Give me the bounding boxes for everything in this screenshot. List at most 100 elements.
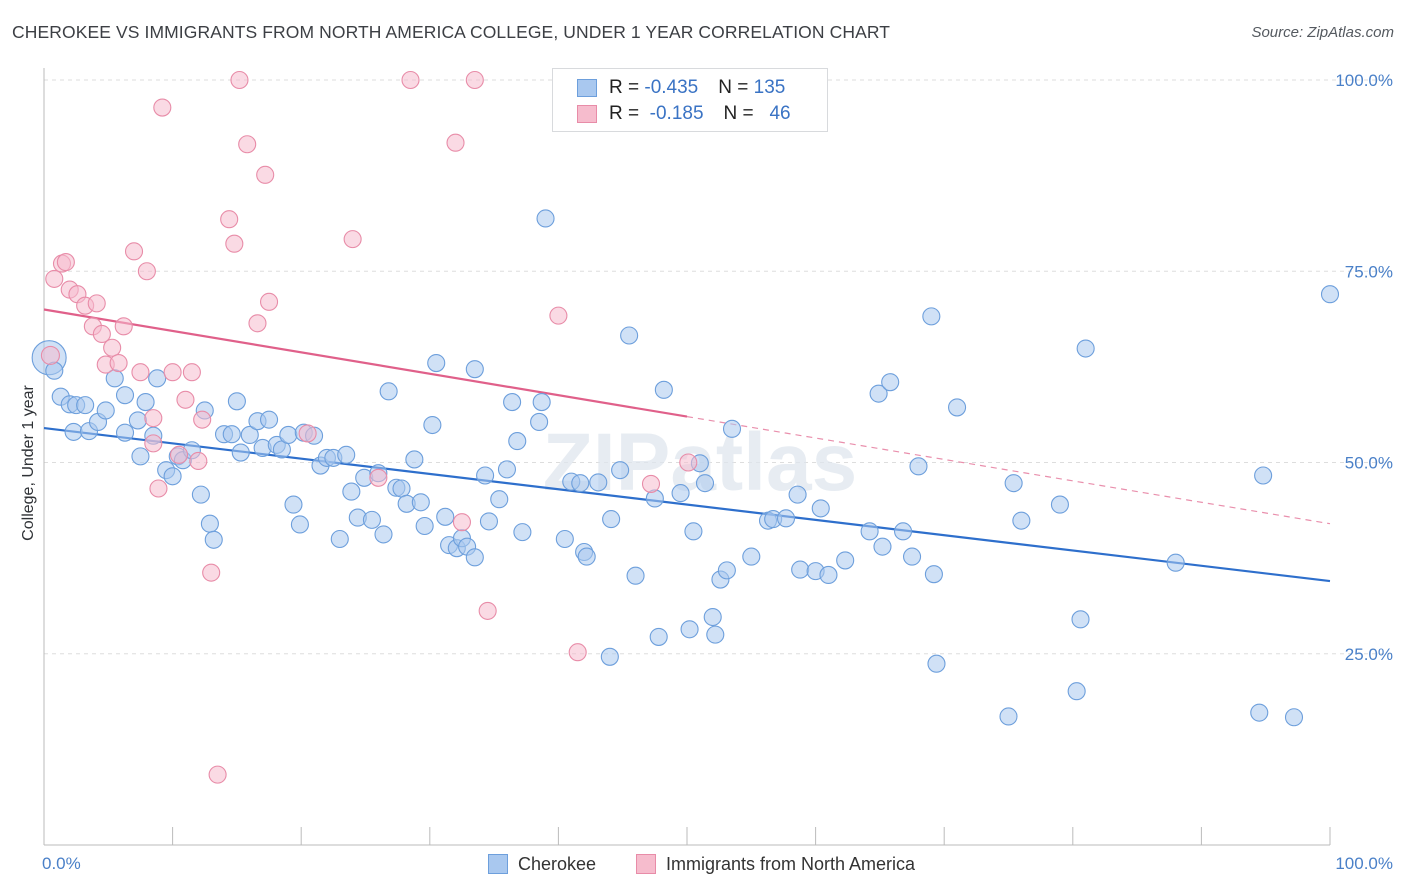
- data-point-blue: [497, 460, 517, 479]
- data-point-pink: [549, 306, 568, 325]
- bottom-legend-label: Immigrants from North America: [666, 853, 916, 874]
- data-point-blue: [374, 525, 393, 544]
- data-point-blue: [703, 607, 722, 627]
- data-point-pink: [230, 70, 249, 90]
- data-point-blue: [788, 485, 807, 504]
- legend-row-immigrants: R = -0.185 N = 46: [577, 102, 791, 126]
- data-point-blue: [131, 447, 150, 466]
- data-point-pink: [641, 474, 661, 493]
- data-point-blue: [776, 509, 796, 528]
- chart-title: CHEROKEE VS IMMIGRANTS FROM NORTH AMERIC…: [12, 22, 891, 42]
- data-point-blue: [927, 654, 946, 673]
- data-point-blue: [742, 547, 761, 566]
- data-point-pink: [238, 135, 257, 154]
- legend-swatch-blue: [577, 79, 597, 97]
- data-point-blue: [392, 479, 411, 498]
- data-point-blue: [64, 422, 83, 441]
- data-point-pink: [446, 133, 465, 152]
- y-tick-label: 75.0%: [1345, 262, 1393, 281]
- data-point-blue: [231, 443, 250, 462]
- data-point-blue: [279, 425, 298, 445]
- data-point-blue: [611, 461, 630, 480]
- data-point-pink: [114, 317, 133, 336]
- data-point-pink: [225, 234, 244, 253]
- correlation-legend: R = -0.435 N = 135 R = -0.185 N = 46: [552, 68, 828, 132]
- data-point-blue: [513, 523, 532, 542]
- data-point-blue: [479, 512, 499, 531]
- data-point-blue: [45, 361, 64, 380]
- data-point-blue: [649, 627, 668, 646]
- data-point-blue: [922, 307, 941, 326]
- data-point-blue: [476, 466, 495, 485]
- legend-n-label: N =: [723, 103, 759, 124]
- data-point-pink: [144, 409, 163, 428]
- data-point-pink: [189, 451, 208, 471]
- data-point-blue: [423, 415, 442, 435]
- data-point-blue: [1076, 339, 1095, 358]
- data-point-blue: [1067, 682, 1086, 701]
- data-point-blue: [577, 547, 596, 566]
- data-point-blue: [222, 425, 241, 444]
- data-point-blue: [362, 510, 381, 529]
- data-point-blue: [555, 529, 574, 549]
- data-point-pink: [182, 363, 201, 382]
- data-point-blue: [602, 510, 621, 529]
- data-point-blue: [379, 382, 398, 401]
- data-point-pink: [163, 363, 182, 382]
- data-point-blue: [465, 548, 484, 567]
- data-point-pink: [193, 410, 212, 429]
- data-point-blue: [330, 529, 349, 549]
- data-point-blue: [680, 620, 699, 639]
- data-point-blue: [427, 353, 446, 373]
- data-point-blue: [284, 495, 303, 514]
- y-axis-label: College, Under 1 year: [20, 385, 37, 541]
- data-point-blue: [860, 522, 879, 541]
- data-point-blue: [893, 522, 913, 541]
- data-point-blue: [1071, 610, 1090, 629]
- data-point-blue: [259, 410, 279, 429]
- data-point-blue: [626, 566, 645, 585]
- data-point-pink: [109, 353, 128, 373]
- data-point-pink: [568, 643, 587, 662]
- data-point-blue: [819, 565, 838, 585]
- data-point-pink: [56, 253, 75, 272]
- data-point-blue: [115, 386, 135, 405]
- x-tick-label-start: 0.0%: [42, 854, 81, 873]
- data-point-blue: [136, 393, 155, 412]
- data-point-pink: [401, 70, 420, 90]
- data-point-pink: [202, 563, 221, 582]
- data-point-blue: [948, 398, 967, 417]
- data-point-pink: [92, 324, 111, 344]
- data-point-pink: [369, 468, 388, 487]
- data-point-blue: [1254, 466, 1273, 485]
- bottom-legend-cherokee: Cherokee: [488, 851, 596, 877]
- data-point-pink: [248, 314, 267, 333]
- data-point-blue: [490, 490, 509, 509]
- data-point-blue: [873, 537, 892, 556]
- data-point-blue: [695, 474, 715, 493]
- trend-line-pink: [43, 308, 688, 418]
- data-point-blue: [503, 393, 522, 412]
- data-point-blue: [536, 209, 555, 228]
- data-point-blue: [411, 493, 430, 512]
- bottom-legend-swatch-blue: [488, 854, 508, 874]
- trend-extension-pink: [686, 416, 1331, 525]
- data-point-pink: [137, 262, 156, 281]
- data-point-blue: [571, 474, 590, 493]
- legend-n-label: N =: [718, 77, 754, 98]
- data-point-blue: [415, 516, 434, 536]
- data-point-blue: [722, 419, 742, 438]
- data-point-blue: [436, 507, 455, 526]
- data-point-pink: [45, 269, 64, 288]
- data-point-blue: [204, 530, 223, 549]
- data-point-pink: [176, 390, 195, 409]
- data-point-blue: [1012, 511, 1031, 530]
- data-point-blue: [128, 411, 147, 430]
- x-tick-label-end: 100.0%: [1335, 854, 1393, 873]
- data-points: [31, 70, 1340, 784]
- legend-row-cherokee: R = -0.435 N = 135: [577, 76, 785, 100]
- gridlines: [44, 79, 1392, 655]
- data-point-blue: [532, 393, 551, 412]
- data-point-blue: [405, 450, 424, 469]
